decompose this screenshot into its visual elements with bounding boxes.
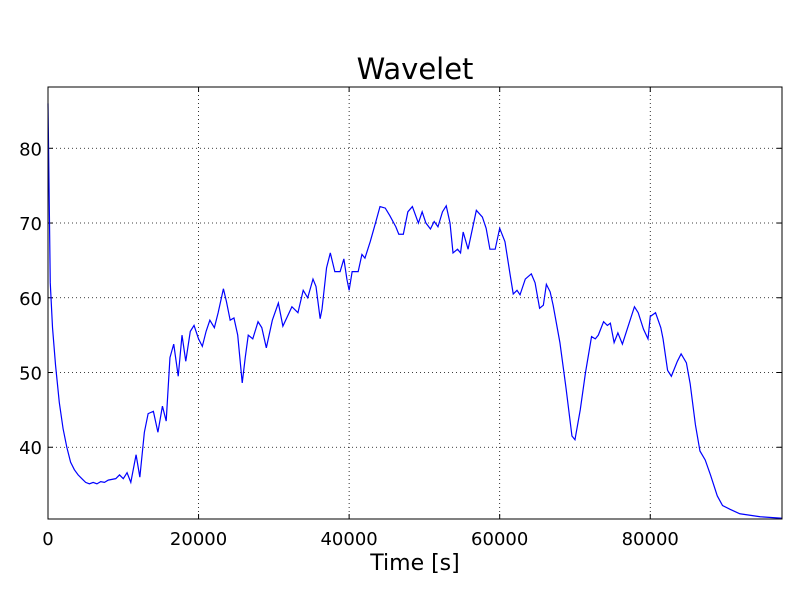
plot-frame — [47, 86, 783, 520]
x-tick-label: 20000 — [170, 529, 227, 550]
y-tick-label: 70 — [19, 214, 42, 235]
y-tick-label: 50 — [19, 364, 42, 385]
x-tick-label: 40000 — [320, 529, 377, 550]
x-tick-label: 80000 — [622, 529, 679, 550]
chart-title: Wavelet — [357, 52, 474, 86]
x-tick-label: 0 — [42, 529, 53, 550]
y-tick-label: 60 — [19, 289, 42, 310]
x-tick-label: 60000 — [471, 529, 528, 550]
y-tick-label: 40 — [19, 438, 42, 459]
y-tick-label: 80 — [19, 139, 42, 160]
x-axis-label: Time [s] — [369, 551, 459, 576]
data-line — [47, 103, 783, 519]
